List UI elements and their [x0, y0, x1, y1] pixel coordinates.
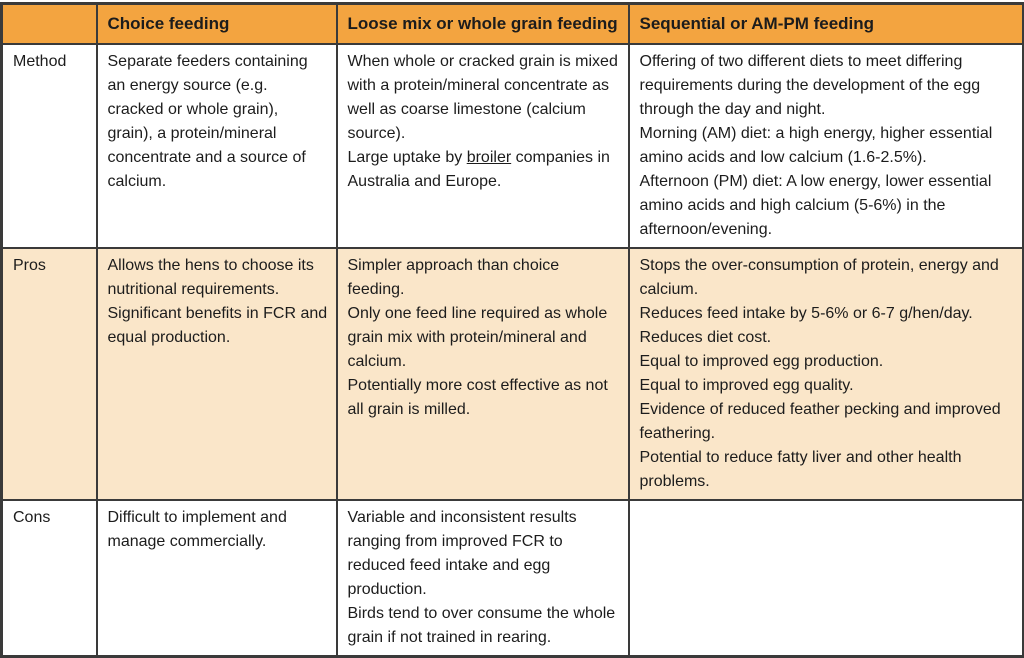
underlined-term: broiler	[466, 148, 512, 166]
column-header-sequential-feeding: Sequential or AM-PM feeding	[627, 2, 1024, 45]
text-segment: companies in Australia and Europe.	[347, 148, 610, 190]
table-row-method: Method Separate feeders containing an en…	[0, 42, 1024, 249]
cell-paragraph: Equal to improved egg quality.	[639, 376, 854, 394]
cell-pros-sequential: Stops the over-consumption of protein, e…	[627, 246, 1024, 501]
cell-cons-sequential	[627, 498, 1024, 657]
cell-paragraph: Difficult to implement and manage commer…	[107, 508, 287, 550]
text-segment: Large uptake by	[347, 148, 467, 166]
cell-paragraph: Significant benefits in FCR and equal pr…	[107, 304, 328, 346]
cell-method-loose-mix: When whole or cracked grain is mixed wit…	[335, 42, 630, 249]
cell-paragraph: Potentially more cost effective as not a…	[347, 376, 608, 418]
cell-method-choice-feeding: Separate feeders containing an energy so…	[95, 42, 338, 249]
cell-paragraph: Afternoon (PM) diet: A low energy, lower…	[639, 172, 992, 238]
cell-paragraph: Evidence of reduced feather pecking and …	[639, 400, 1001, 442]
cell-cons-loose-mix: Variable and inconsistent results rangin…	[335, 498, 630, 657]
cell-method-sequential: Offering of two different diets to meet …	[627, 42, 1024, 249]
table-row-pros: Pros Allows the hens to choose its nutri…	[0, 246, 1024, 501]
cell-paragraph: When whole or cracked grain is mixed wit…	[347, 52, 618, 142]
cell-paragraph: Offering of two different diets to meet …	[639, 52, 981, 118]
column-header-loose-mix-feeding: Loose mix or whole grain feeding	[335, 2, 630, 45]
cell-paragraph: Birds tend to over consume the whole gra…	[347, 604, 616, 646]
cell-paragraph: Reduces feed intake by 5-6% or 6-7 g/hen…	[639, 304, 973, 322]
row-label-pros: Pros	[0, 246, 98, 501]
cell-paragraph: Separate feeders containing an energy so…	[107, 52, 308, 190]
row-label-method: Method	[0, 42, 98, 249]
column-header-choice-feeding: Choice feeding	[95, 2, 338, 45]
cell-paragraph: Allows the hens to choose its nutritiona…	[107, 256, 314, 298]
cell-pros-loose-mix: Simpler approach than choice feeding. Onl…	[335, 246, 630, 501]
cell-paragraph: Large uptake by broiler companies in Aus…	[348, 146, 620, 194]
cell-paragraph: Morning (AM) diet: a high energy, higher…	[639, 124, 993, 166]
cell-paragraph: Stops the over-consumption of protein, e…	[639, 256, 999, 298]
cell-paragraph: Potential to reduce fatty liver and othe…	[639, 448, 962, 490]
corner-cell	[0, 2, 98, 45]
row-label-cons: Cons	[0, 498, 98, 657]
cell-paragraph: Reduces diet cost.	[639, 328, 772, 346]
cell-cons-choice-feeding: Difficult to implement and manage commer…	[95, 498, 338, 657]
cell-paragraph: Only one feed line required as whole gra…	[347, 304, 608, 370]
cell-pros-choice-feeding: Allows the hens to choose its nutritiona…	[95, 246, 338, 501]
cell-paragraph: Variable and inconsistent results rangin…	[347, 508, 577, 598]
cell-paragraph: Equal to improved egg production.	[639, 352, 884, 370]
cell-paragraph: Simpler approach than choice feeding.	[347, 256, 560, 298]
table-row-cons: Cons Difficult to implement and manage c…	[0, 498, 1024, 657]
table-header-row: Choice feeding Loose mix or whole grain …	[0, 2, 1024, 45]
